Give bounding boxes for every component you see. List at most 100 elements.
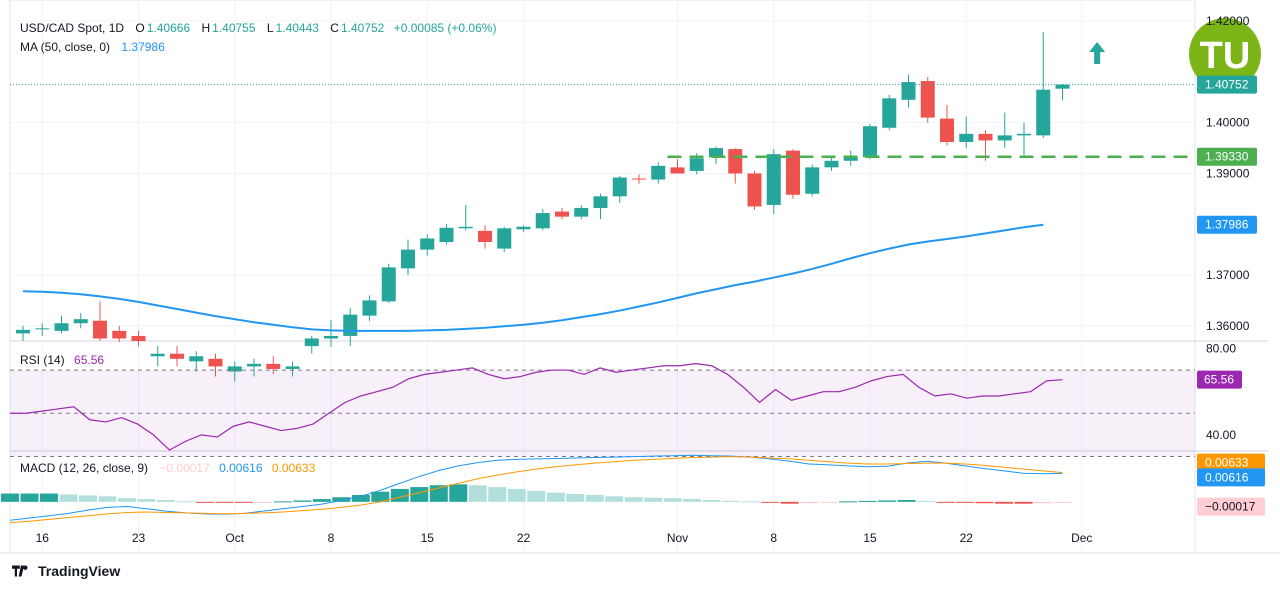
macd-histogram-bar — [819, 501, 838, 503]
price-tick-label: 1.37000 — [1206, 268, 1250, 282]
candle-body — [978, 133, 993, 141]
macd-histogram-bar — [176, 501, 195, 503]
price-tick-label: 1.40000 — [1206, 116, 1250, 130]
macd-histogram-bar — [1, 493, 19, 502]
up-arrow-icon — [1089, 42, 1106, 64]
time-tick-label: 23 — [132, 531, 146, 545]
ma-value: 1.37986 — [121, 40, 165, 54]
candle-body — [54, 323, 69, 331]
candle-body — [73, 319, 88, 324]
candle-body — [766, 154, 781, 205]
watermark-logo: TU — [1189, 18, 1261, 90]
tradingview-brand[interactable]: TradingView — [12, 563, 120, 579]
macd-histogram-bar — [1014, 501, 1033, 504]
candle-body — [381, 267, 396, 302]
candle-body — [593, 196, 608, 208]
support-price-label-bg — [1197, 147, 1257, 166]
candle-body — [824, 160, 839, 168]
macd-histogram-bar — [605, 496, 624, 502]
candle-body — [266, 363, 281, 369]
candle-body — [863, 126, 877, 158]
candle-body — [959, 133, 974, 142]
low-label: L — [266, 21, 274, 35]
macd-signal-label-bg — [1197, 453, 1265, 472]
price-tick-label: 1.39000 — [1206, 166, 1250, 180]
time-tick-label: 15 — [863, 531, 877, 545]
tradingview-text: TradingView — [38, 563, 121, 579]
macd-histogram-bar — [449, 484, 468, 502]
ma-price-label: 1.37986 — [1205, 218, 1249, 232]
rsi-value-label-bg — [1197, 370, 1242, 389]
axes: 1.42000 1.40000 1.39000 1.37000 1.36000 16 23 O… — [36, 14, 1265, 545]
close-value: 1.40752 — [340, 21, 385, 35]
macd-histogram-bar — [59, 494, 78, 502]
macd-histogram-bar — [195, 501, 214, 503]
macd-histogram-bar — [507, 488, 526, 502]
candle-body — [208, 358, 223, 367]
macd-histogram-bar — [332, 497, 351, 502]
macd-histogram-bar — [98, 496, 117, 502]
macd-hist-label-bg — [1197, 497, 1265, 516]
macd-histogram-bar — [780, 501, 799, 504]
macd-histogram-bar — [39, 493, 58, 502]
candle-body — [170, 353, 184, 359]
candle-body — [478, 230, 492, 243]
candle-body — [747, 173, 762, 207]
price-tick-label: 1.36000 — [1206, 319, 1250, 333]
watermark-circle — [1189, 18, 1261, 90]
macd-histogram-bar — [254, 501, 273, 503]
macd-histogram-bar — [1053, 501, 1072, 503]
candle-body — [535, 213, 550, 229]
macd-histogram-bar — [858, 500, 877, 502]
macd-histogram-bar — [20, 493, 39, 502]
candle-body — [150, 353, 165, 357]
time-tick-label: Nov — [667, 531, 688, 545]
rsi-line — [10, 362, 1063, 451]
macd-histogram-bar — [624, 497, 643, 502]
candle-body — [1017, 133, 1031, 136]
ma-legend: MA (50, close, 0) 1.37986 — [20, 40, 167, 54]
ma-line — [22, 223, 1044, 332]
candle-body — [1055, 84, 1070, 89]
macd-histogram-bar — [897, 500, 916, 502]
macd-pane — [1, 454, 1072, 524]
macd-hist-label: −0.00017 — [1205, 500, 1256, 514]
time-tick-label: 15 — [421, 531, 435, 545]
price-pane: TU — [10, 18, 1261, 382]
candle-body — [362, 300, 377, 316]
macd-histogram-bar — [117, 498, 136, 502]
macd-histogram-bar — [741, 501, 760, 503]
grid-lines — [0, 0, 1280, 554]
macd-histogram-bar — [137, 499, 156, 502]
candle-body — [709, 148, 723, 158]
candle-body — [227, 366, 242, 372]
macd-histogram-bar — [839, 501, 858, 503]
time-tick-label: 22 — [517, 531, 531, 545]
macd-histogram-bar — [410, 487, 429, 502]
open-label: O — [135, 21, 145, 35]
candle-body — [497, 228, 512, 249]
candle-body — [920, 81, 935, 118]
macd-line-value: 0.00616 — [219, 461, 263, 475]
macd-histogram-bar — [468, 485, 487, 502]
macd-hist-value: −0.00017 — [159, 461, 210, 475]
candle-body — [843, 157, 858, 161]
last-price-label: 1.40752 — [1205, 78, 1249, 92]
candle-body — [285, 366, 300, 369]
ma-label: MA (50, close, 0) — [20, 40, 111, 54]
candle-body — [16, 329, 30, 334]
candle-body — [555, 211, 569, 217]
macd-histogram-bar — [585, 494, 604, 502]
candle-body — [112, 330, 127, 339]
rsi-value-label: 65.56 — [1204, 373, 1234, 387]
price-legend: USD/CAD Spot, 1D O 1.40666 H 1.40755 L 1.40… — [20, 21, 498, 35]
rsi-tick-label: 40.00 — [1206, 428, 1236, 442]
time-tick-label: Oct — [225, 531, 244, 545]
macd-histogram-bar — [995, 501, 1014, 504]
macd-histogram-bar — [761, 501, 780, 503]
rsi-legend: RSI (14) 65.56 — [20, 353, 106, 367]
macd-signal-line — [9, 456, 1063, 524]
macd-line-label-bg — [1197, 468, 1265, 487]
macd-histogram-bar — [800, 501, 819, 504]
